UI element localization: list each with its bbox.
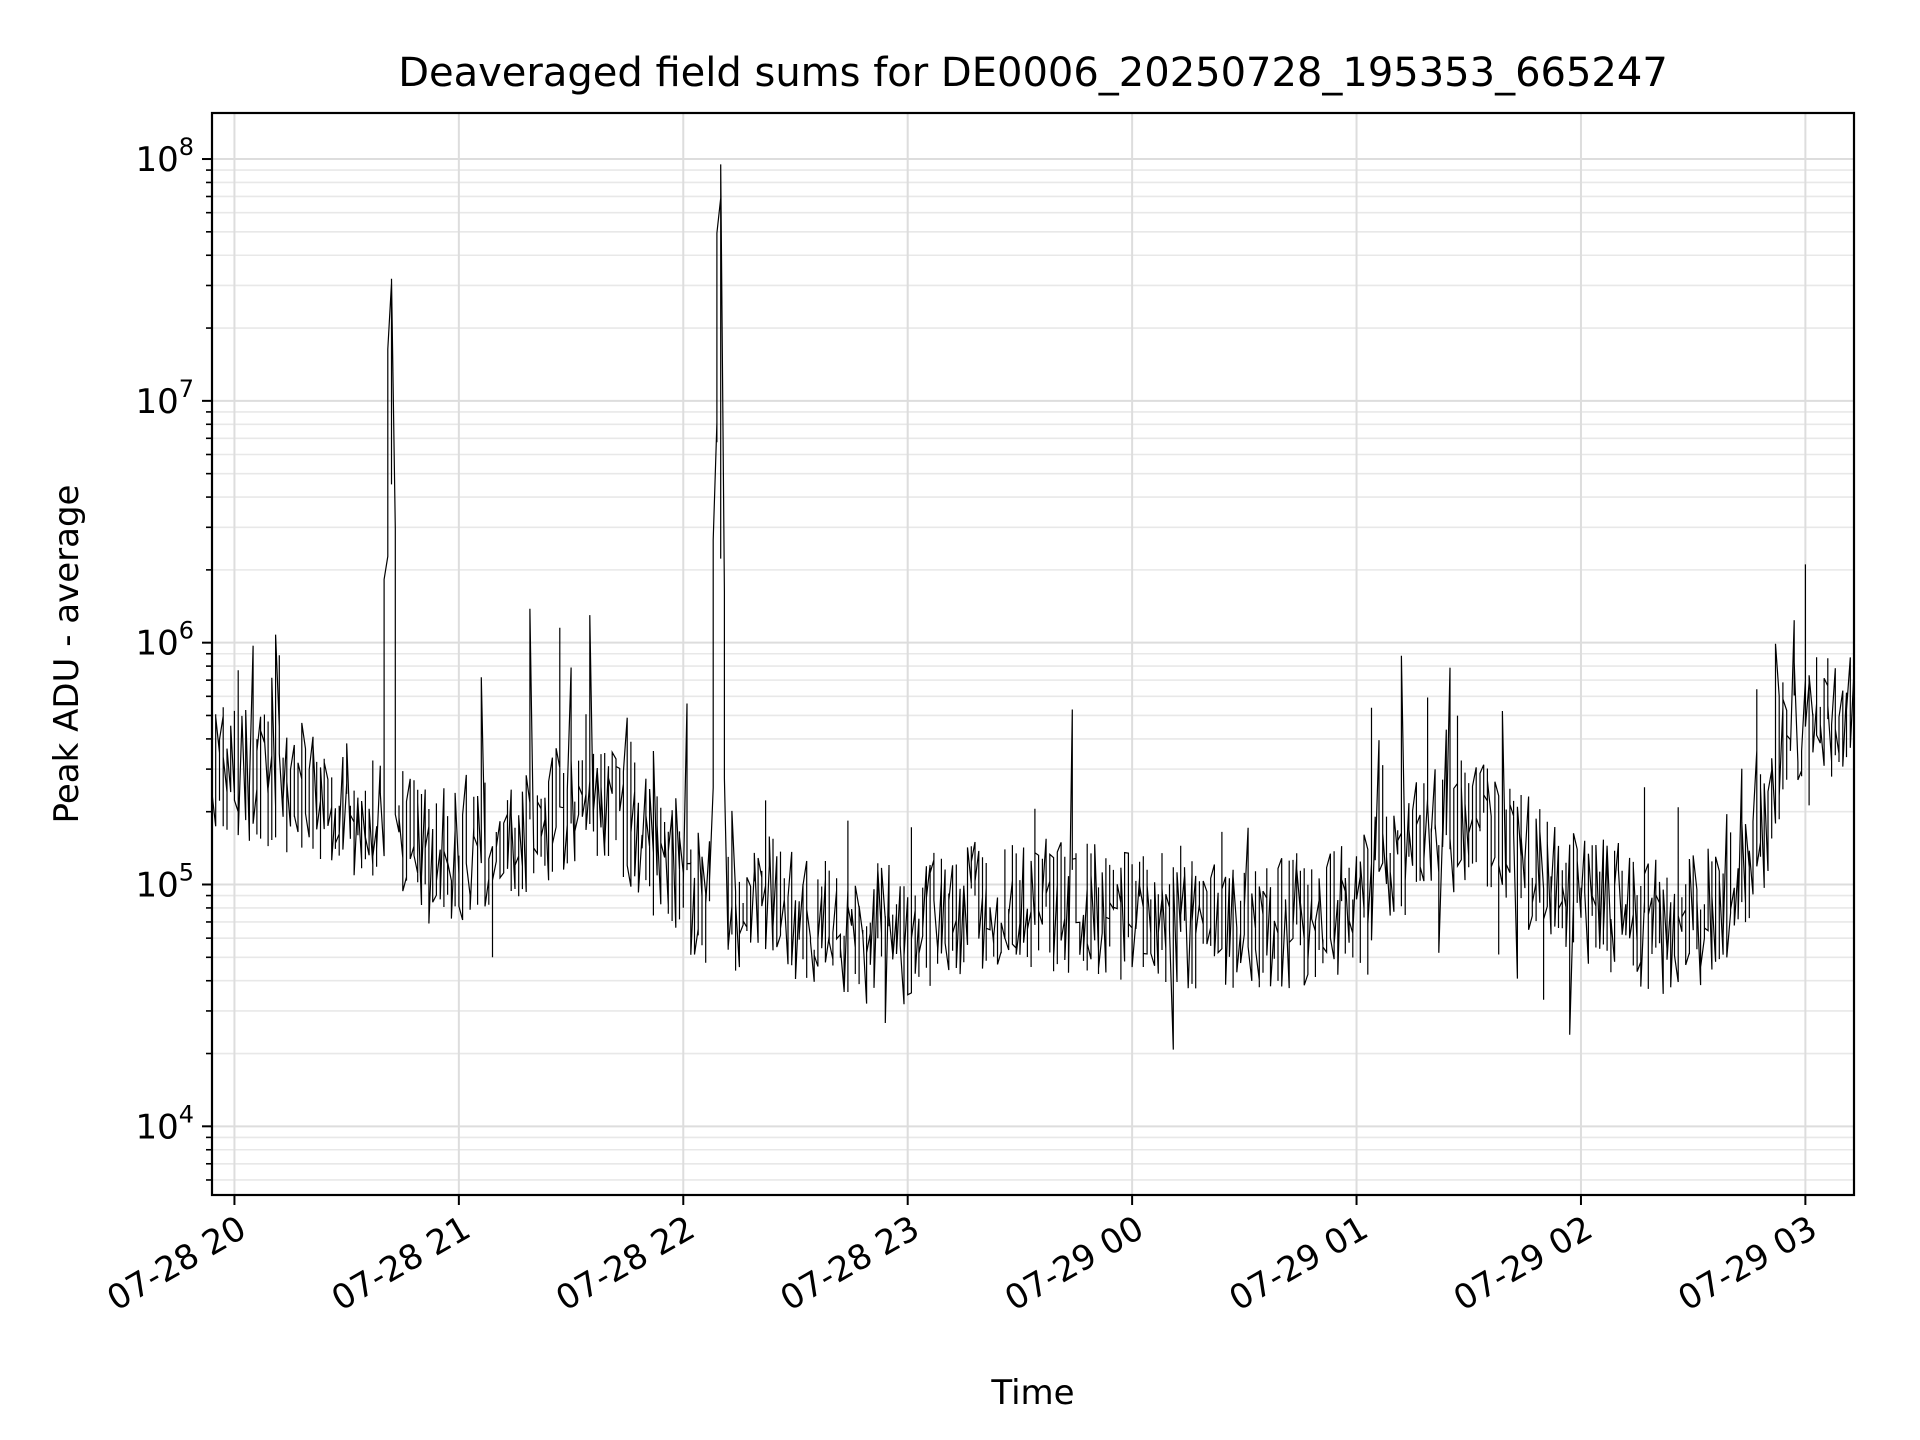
x-axis-label: Time — [990, 1373, 1074, 1413]
chart-title: Deaveraged field sums for DE0006_2025072… — [398, 50, 1668, 96]
y-tick-label: 106 — [135, 617, 194, 664]
y-tick-label: 104 — [135, 1100, 194, 1147]
series-line — [211, 164, 1855, 1050]
y-tick-label: 108 — [135, 133, 194, 180]
data-series — [211, 164, 1855, 1050]
y-tick-label: 107 — [135, 375, 194, 422]
y-axis-label: Peak ADU - average — [47, 485, 87, 824]
y-axis: 104 105 106 107 108 — [135, 133, 212, 1181]
y-tick-label: 105 — [135, 858, 194, 905]
